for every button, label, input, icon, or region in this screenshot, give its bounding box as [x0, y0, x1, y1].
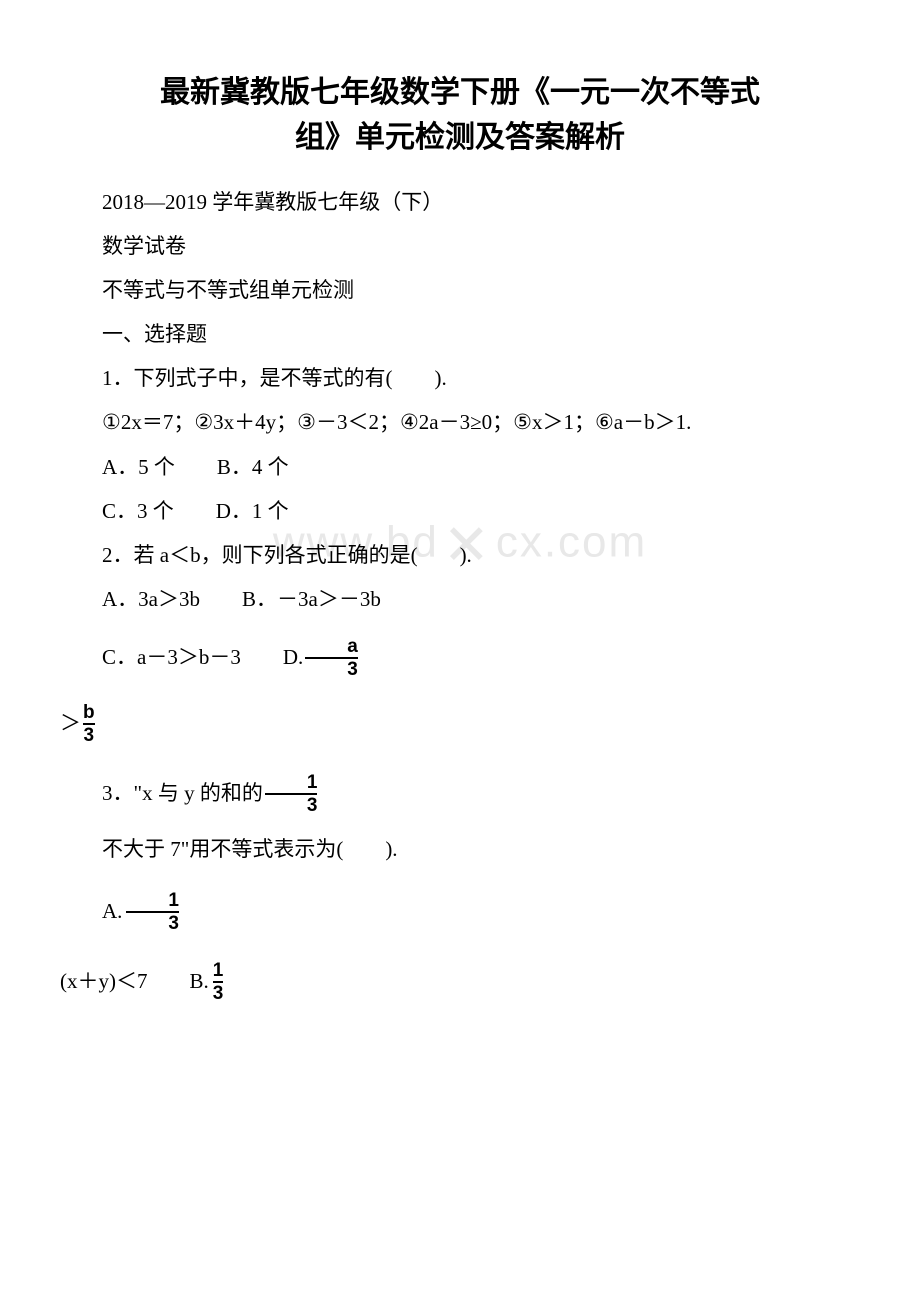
fraction-den: 3: [265, 793, 318, 815]
question-1: 1．下列式子中，是不等式的有( ).: [60, 356, 860, 400]
question-3-a-label: A.: [60, 899, 122, 924]
title-line-1: 最新冀教版七年级数学下册《一元一次不等式: [60, 70, 860, 115]
question-2-option-cd: C．a－3＞b－3 D. a 3: [60, 637, 860, 679]
question-2-option-ab: A．3a＞3b B．－3a＞－3b: [60, 577, 860, 621]
question-3-option-a: A. 1 3: [60, 891, 860, 933]
question-3-pre: 3．"x 与 y 的和的: [60, 781, 263, 806]
fraction-a-3: a 3: [305, 637, 358, 679]
fraction-num: b: [83, 703, 95, 723]
question-3-b-text: (x＋y)＜7 B.: [60, 969, 209, 994]
fraction-num: 1: [265, 773, 318, 793]
fraction-1-3: 1 3: [265, 773, 318, 815]
subtitle-unit: 不等式与不等式组单元检测: [60, 268, 860, 312]
subtitle-subject: 数学试卷: [60, 224, 860, 268]
question-2-c-text: C．a－3＞b－3 D.: [60, 645, 303, 670]
question-2: 2．若 a＜b，则下列各式正确的是( ).: [60, 533, 860, 577]
fraction-den: 3: [213, 981, 224, 1003]
question-1-items: ①2x＝7；②3x＋4y；③－3＜2；④2a－3≥0；⑤x＞1；⑥a－b＞1.: [60, 400, 860, 444]
fraction-num: a: [305, 637, 358, 657]
title-line-2: 组》单元检测及答案解析: [60, 115, 860, 160]
fraction-den: 3: [83, 723, 95, 745]
question-3-post: 不大于 7"用不等式表示为( ).: [60, 827, 860, 871]
question-1-option-ab: A．5 个 B．4 个: [60, 445, 860, 489]
question-2-d-continue: ＞ b 3: [60, 703, 860, 745]
subtitle-year: 2018—2019 学年冀教版七年级（下）: [60, 180, 860, 224]
question-1-option-cd: C．3 个 D．1 个: [60, 489, 860, 533]
document-title: 最新冀教版七年级数学下册《一元一次不等式 组》单元检测及答案解析: [60, 70, 860, 160]
fraction-1-3: 1 3: [213, 961, 224, 1003]
fraction-den: 3: [126, 911, 179, 933]
section-heading-1: 一、选择题: [60, 312, 860, 356]
question-3-option-b: (x＋y)＜7 B. 1 3: [60, 961, 860, 1003]
question-3: 3．"x 与 y 的和的 1 3: [60, 773, 860, 815]
fraction-num: 1: [126, 891, 179, 911]
fraction-1-3: 1 3: [126, 891, 179, 933]
fraction-num: 1: [213, 961, 224, 981]
gt-sign: ＞: [60, 711, 81, 736]
fraction-den: 3: [305, 657, 358, 679]
fraction-b-3: b 3: [83, 703, 95, 745]
